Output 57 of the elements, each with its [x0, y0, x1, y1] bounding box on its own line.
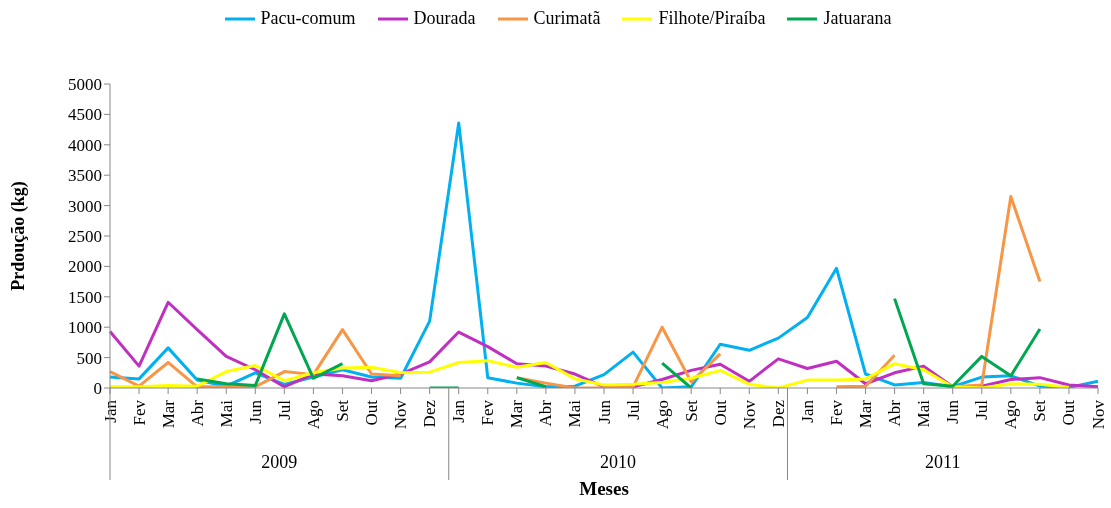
x-tick-label: Mar	[158, 399, 178, 429]
y-tick-label: 1500	[68, 287, 102, 307]
x-tick-label: Ago	[652, 400, 672, 430]
legend-label: Dourada	[413, 8, 476, 29]
x-tick-label: Jan	[100, 399, 120, 423]
y-tick-label: 0	[93, 379, 102, 399]
text: 2011	[925, 452, 961, 472]
y-tick-label: 2500	[68, 227, 102, 247]
x-tick-label: Set	[681, 399, 701, 422]
x-tick-label: Abr	[885, 399, 905, 427]
x-tick-label: Set	[1030, 399, 1050, 422]
text: 2009	[261, 452, 298, 472]
x-tick-label: Out	[710, 399, 730, 426]
x-tick-label: Dez	[768, 399, 788, 428]
text: 2010	[600, 452, 637, 472]
legend-label: Filhote/Piraíba	[658, 8, 766, 29]
x-tick-label: Abr	[536, 399, 556, 427]
x-tick-label: Ago	[303, 400, 323, 430]
legend-label: Curimatã	[533, 8, 601, 29]
x-tick-label: Fev	[478, 399, 498, 426]
x-tick-label: Abr	[187, 399, 207, 427]
x-tick-label: Nov	[739, 399, 759, 430]
x-tick-label: Mai	[565, 399, 585, 428]
x-tick-label: Mar	[856, 399, 876, 429]
x-tick-label: Mai	[216, 399, 236, 428]
x-tick-label: Fev	[826, 399, 846, 426]
y-tick-label: 3000	[68, 196, 102, 216]
y-tick-label: 5000	[68, 75, 102, 95]
x-tick-label: Set	[332, 399, 352, 422]
x-tick-label: Out	[362, 399, 382, 426]
y-tick-label: 4000	[68, 135, 102, 155]
x-tick-label: Jul	[274, 399, 294, 420]
line-series	[108, 359, 1071, 388]
y-tick-label: 500	[76, 348, 102, 368]
y-tick-label: 1000	[68, 318, 102, 338]
x-tick-label: Jun	[245, 399, 265, 424]
legend-label: Pacu-comum	[260, 8, 356, 29]
x-tick-label: Jun	[594, 399, 614, 424]
x-tick-label: Fev	[129, 399, 149, 426]
x-tick-label: Ago	[1001, 400, 1021, 430]
x-tick-label: Out	[1059, 399, 1079, 426]
x-axis-title: Meses	[579, 478, 629, 499]
y-tick-label: 2000	[68, 257, 102, 277]
y-tick-label: 3500	[68, 166, 102, 186]
x-tick-label: Jan	[449, 399, 469, 423]
x-tick-label: Nov	[391, 399, 411, 430]
x-tick-label: Jan	[797, 399, 817, 423]
y-tick-label: 4500	[68, 105, 102, 125]
x-tick-label: Mar	[507, 399, 527, 429]
x-tick-label: Jun	[943, 399, 963, 424]
x-tick-label: Mai	[914, 399, 934, 428]
y-axis-title: Prdoução (kg)	[8, 181, 30, 291]
x-tick-label: Jul	[972, 399, 992, 420]
legend-label: Jatuarana	[823, 8, 892, 29]
x-tick-label: Dez	[420, 399, 440, 428]
x-tick-label: Jul	[623, 399, 643, 420]
x-tick-label: Nov	[1088, 399, 1108, 430]
